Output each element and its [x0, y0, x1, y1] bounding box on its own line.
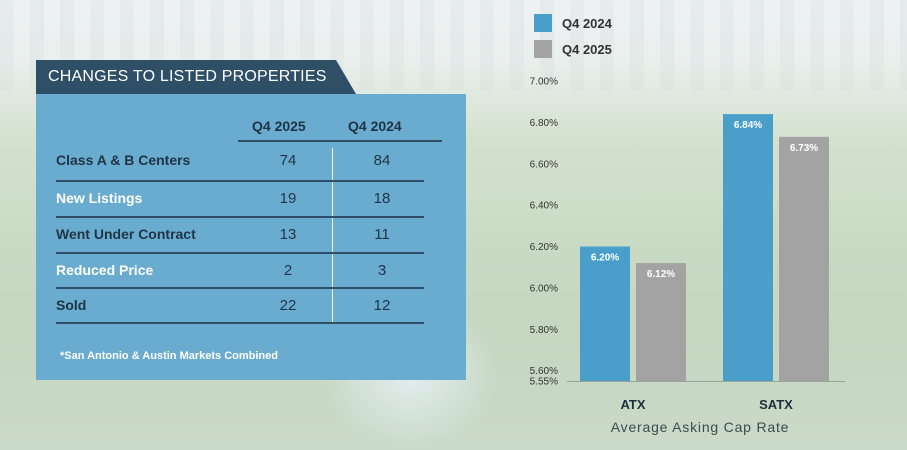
- table-title-tab: CHANGES TO LISTED PROPERTIES: [36, 60, 356, 94]
- bar-atx-q4-2024: [580, 246, 630, 381]
- bar-data-label: 6.12%: [647, 269, 675, 280]
- row-label: Went Under Contract: [56, 226, 196, 242]
- row-divider: [56, 180, 424, 182]
- row-value-q4-2025: 22: [279, 297, 297, 314]
- legend-label-q4-2025: Q4 2025: [562, 41, 612, 57]
- y-tick-label: 6.60%: [530, 159, 558, 170]
- table-title: CHANGES TO LISTED PROPERTIES: [48, 68, 327, 85]
- column-header-q4-2025: Q4 2025: [252, 118, 306, 134]
- y-tick-label: 7.00%: [530, 77, 558, 88]
- bar-data-label: 6.20%: [591, 253, 619, 264]
- row-label: New Listings: [56, 190, 143, 206]
- row-value-q4-2024: 11: [374, 226, 390, 243]
- row-value-q4-2024: 3: [377, 262, 387, 279]
- table-row: Sold 22 12: [56, 289, 422, 325]
- row-value-q4-2025: 74: [279, 152, 297, 169]
- row-label: Class A & B Centers: [56, 152, 191, 168]
- bar-atx-q4-2025: [636, 263, 686, 381]
- row-label: Sold: [56, 297, 87, 313]
- legend-label-q4-2024: Q4 2024: [562, 15, 612, 31]
- legend-swatch-q4-2024: [534, 14, 552, 32]
- table-row: New Listings 19 18: [56, 182, 422, 218]
- header-divider: [238, 140, 442, 142]
- row-divider: [56, 287, 424, 289]
- y-tick-label: 6.80%: [530, 118, 558, 129]
- row-value-q4-2025: 19: [279, 190, 297, 207]
- row-divider: [56, 216, 424, 218]
- legend-item-q4-2025: Q4 2025: [534, 40, 612, 58]
- row-label: Reduced Price: [56, 262, 154, 278]
- table-row: Went Under Contract 13 11: [56, 218, 422, 254]
- column-divider: [332, 148, 333, 324]
- listed-properties-table: Q4 2025 Q4 2024 Class A & B Centers 74 8…: [36, 94, 466, 380]
- x-category-label: ATX: [620, 397, 645, 412]
- column-header-q4-2024: Q4 2024: [348, 118, 402, 134]
- y-tick-label: 6.00%: [530, 283, 558, 294]
- y-tick-label: 5.80%: [530, 325, 558, 336]
- row-value-q4-2024: 84: [373, 152, 391, 169]
- row-divider: [56, 252, 424, 254]
- bar-satx-q4-2024: [723, 114, 773, 381]
- table-row: Reduced Price 2 3: [56, 254, 422, 290]
- y-tick-label: 5.60%: [530, 366, 558, 377]
- y-tick-label: 6.40%: [530, 201, 558, 212]
- y-tick-label: 5.55%: [530, 377, 558, 388]
- bar-data-label: 6.84%: [734, 120, 762, 131]
- row-divider: [56, 322, 424, 324]
- bar-data-label: 6.73%: [790, 143, 818, 154]
- row-value-q4-2025: 2: [283, 262, 293, 279]
- y-tick-label: 6.20%: [530, 242, 558, 253]
- table-row: Class A & B Centers 74 84: [56, 144, 422, 180]
- legend-swatch-q4-2025: [534, 40, 552, 58]
- row-value-q4-2024: 18: [373, 190, 391, 207]
- row-value-q4-2025: 13: [279, 226, 297, 243]
- table-footnote: *San Antonio & Austin Markets Combined: [60, 350, 278, 362]
- row-value-q4-2024: 12: [373, 297, 391, 314]
- legend-item-q4-2024: Q4 2024: [534, 14, 612, 32]
- x-category-label: SATX: [759, 397, 793, 412]
- chart-x-axis-title: Average Asking Cap Rate: [610, 419, 790, 435]
- bar-satx-q4-2025: [779, 136, 829, 381]
